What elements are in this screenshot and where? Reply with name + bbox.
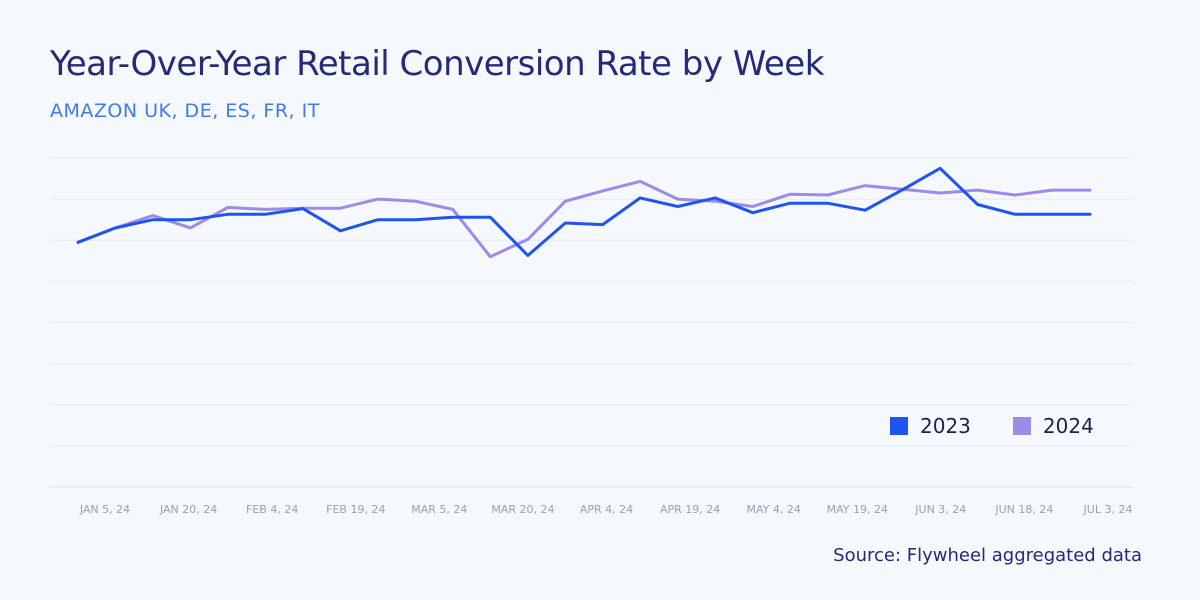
x-tick-label: FEB 19, 24 <box>326 503 385 516</box>
legend-label-2023: 2023 <box>920 414 971 438</box>
x-tick-label: APR 19, 24 <box>660 503 720 516</box>
source-note: Source: Flywheel aggregated data <box>833 545 1142 566</box>
chart-subtitle: AMAZON UK, DE, ES, FR, IT <box>50 100 320 122</box>
legend-swatch-2024 <box>1012 417 1031 435</box>
x-tick-label: MAY 19, 24 <box>827 503 888 516</box>
legend-label-2024: 2024 <box>1042 414 1094 438</box>
gridlines <box>50 157 1133 488</box>
x-tick-label: APR 4, 24 <box>580 503 633 516</box>
x-tick-label: JUN 18, 24 <box>994 503 1053 516</box>
x-tick-label: MAY 4, 24 <box>747 503 801 516</box>
legend-item-2023[interactable]: 2023 <box>890 414 971 438</box>
legend-item-2024[interactable]: 2024 <box>1012 414 1094 438</box>
series-lines <box>76 166 1092 259</box>
x-tick-label: JUN 3, 24 <box>914 503 966 516</box>
series-line-2023[interactable] <box>76 166 1092 257</box>
x-tick-label: JAN 5, 24 <box>79 503 130 516</box>
x-tick-label: JAN 20, 24 <box>159 503 217 516</box>
x-tick-label: FEB 4, 24 <box>246 503 298 516</box>
chart-title: Year-Over-Year Retail Conversion Rate by… <box>50 44 824 84</box>
x-tick-label: MAR 5, 24 <box>411 503 467 516</box>
x-tick-label: MAR 20, 24 <box>491 503 554 516</box>
series-line-2024[interactable] <box>76 179 1092 259</box>
legend-swatch-2023 <box>890 417 908 435</box>
x-axis-ticks: JAN 5, 24 JAN 20, 24 FEB 4, 24 FEB 19, 24 MA… <box>79 503 1133 516</box>
legend: 2023 2024 <box>890 414 1094 438</box>
x-tick-label: JUL 3, 24 <box>1083 503 1133 516</box>
